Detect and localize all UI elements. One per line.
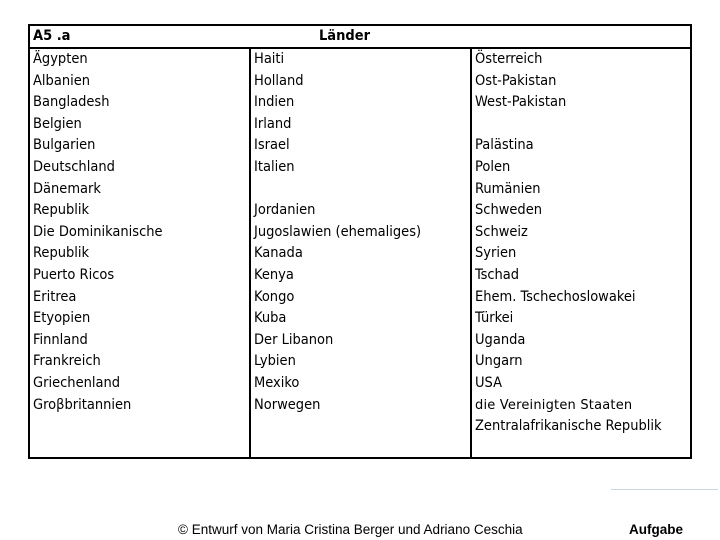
country-item: Republik [33,202,90,219]
country-item: Deutschland [33,158,115,175]
blank-line [472,114,690,136]
country-item: Österreich [475,51,543,67]
country-item: Kenya [254,266,294,283]
country-item: Schweden [475,202,543,219]
country-item: Jugoslawien (ehemaliges) [254,223,422,240]
country-item: Irland [254,115,292,132]
country-item: Puerto Ricos [33,266,115,283]
column-1: Ägypten Albanien Bangladesh Belgien Bulgarie… [30,49,251,457]
table-title: Länder [319,28,371,44]
footer-label: Aufgabe [629,522,683,537]
country-item: Syrien [475,245,517,262]
country-item: Kuba [254,310,287,327]
country-item: Ägypten [33,51,88,67]
country-item: Polen [475,158,511,175]
country-item: Ungarn [475,353,523,370]
country-item: Lybien [254,353,296,370]
country-item: Ehem. Tschechoslowakei [475,288,636,305]
country-item: Kanada [254,245,303,262]
column-2: Haiti Holland Indien Irland Israel Italien Jor… [251,49,472,457]
country-item: Groβbritannien [33,396,132,413]
country-item: Kongo [254,288,295,305]
country-item: Finnland [33,331,88,348]
country-item: Türkei [475,310,514,327]
country-item: Belgien [33,115,82,132]
country-item: Republik [33,245,90,262]
country-item: Eritrea [33,288,77,305]
country-item: Die Dominikanische [33,223,163,240]
country-item: Norwegen [254,396,321,413]
country-item: USA [475,374,503,391]
country-item: Albanien [33,72,91,89]
country-item: Jordanien [254,202,316,219]
exercise-code: A5 .a [33,28,71,44]
country-item: Italien [254,158,295,175]
country-item: Indien [254,94,295,111]
country-item: Rumänien [475,180,541,197]
country-item: Dänemark [33,180,101,197]
table-header: A5 .a Länder [30,26,690,49]
country-item: Griechenland [33,374,121,391]
country-item: Bulgarien [33,137,96,154]
country-item: Ost-Pakistan [475,72,557,89]
column-3: Österreich Ost-Pakistan West-Pakistan Paläs… [472,49,690,457]
country-item: Uganda [475,331,526,348]
country-item: Schweiz [475,223,528,240]
blank-line [251,179,470,201]
country-item: Zentralafrikanische Republik [475,418,662,435]
country-item: Der Libanon [254,331,334,348]
country-item: Haiti [254,51,285,67]
country-item: Palästina [475,137,534,154]
footer-credit: © Entwurf von Maria Cristina Berger und … [178,522,523,537]
country-item: Bangladesh [33,94,110,111]
country-item: Mexiko [254,374,300,391]
country-item: West-Pakistan [475,94,567,111]
divider [611,489,718,490]
countries-table: A5 .a Länder Ägypten Albanien Bangladesh Be… [28,24,692,459]
country-item: Tschad [475,266,520,283]
country-item: die Vereinigten Staaten [475,397,633,413]
country-item: Etyopien [33,310,91,327]
country-item: Israel [254,137,290,154]
country-item: Holland [254,72,304,89]
country-item: Frankreich [33,353,101,370]
